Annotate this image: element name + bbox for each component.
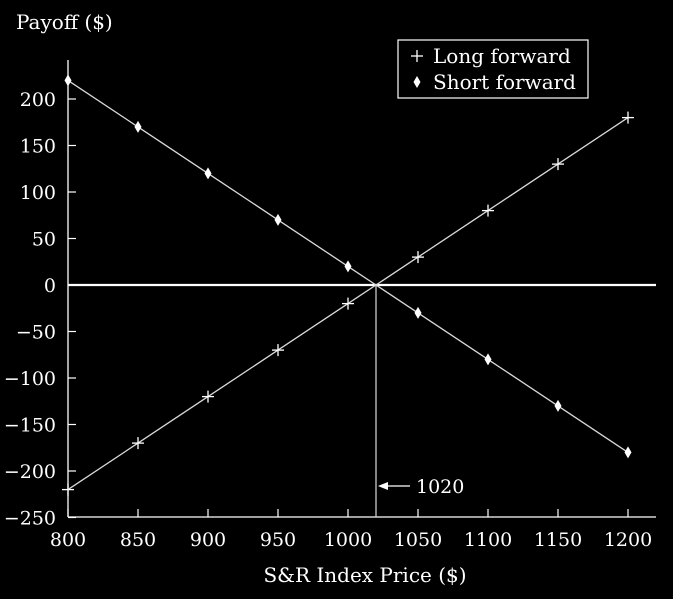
y-axis-title: Payoff ($) (16, 10, 113, 34)
y-tick-label: −200 (4, 461, 56, 483)
y-tick-label: −50 (16, 322, 56, 344)
point-long-forward-1100 (482, 204, 494, 217)
legend-label-long-forward: Long forward (433, 44, 571, 68)
legend: Long forward Short forward (397, 39, 589, 99)
y-tick-label: −250 (4, 508, 56, 530)
y-tick-label: 50 (32, 229, 56, 251)
point-short-forward-950 (274, 213, 282, 226)
x-tick-label: 800 (50, 529, 86, 551)
legend-marker-short-forward (413, 76, 421, 88)
y-tick-label: 200 (20, 89, 56, 111)
legend-box (397, 39, 589, 99)
point-short-forward-1200 (624, 446, 632, 459)
legend-marker-long-forward (411, 50, 423, 62)
x-tick-label: 1000 (324, 529, 372, 551)
x-tick-label: 1200 (604, 529, 652, 551)
point-short-forward-1000 (344, 260, 352, 273)
x-axis-title: S&R Index Price ($) (263, 563, 466, 587)
point-short-forward-1050 (414, 306, 422, 319)
point-long-forward-1200 (622, 111, 634, 124)
y-tick-label: 0 (44, 275, 56, 297)
legend-diamond-marker (413, 76, 421, 88)
point-long-forward-1000 (342, 297, 354, 310)
y-tick-label: −150 (4, 415, 56, 437)
y-tick-label: −100 (4, 368, 56, 390)
point-short-forward-1150 (554, 399, 562, 412)
y-tick-label: 150 (20, 136, 56, 158)
point-long-forward-800 (62, 483, 74, 496)
y-tick-label: 100 (20, 182, 56, 204)
series-layer (62, 74, 634, 496)
annotation-label: 1020 (416, 476, 464, 498)
x-tick-label: 1150 (534, 529, 582, 551)
point-long-forward-900 (202, 390, 214, 403)
point-short-forward-900 (204, 167, 212, 180)
point-long-forward-1050 (412, 251, 424, 264)
point-short-forward-850 (134, 120, 142, 133)
x-tick-label: 900 (190, 529, 226, 551)
x-tick-label: 1100 (464, 529, 512, 551)
x-tick-label: 850 (120, 529, 156, 551)
legend-label-short-forward: Short forward (433, 70, 576, 94)
annotation-arrowhead (378, 482, 388, 490)
point-long-forward-1150 (552, 158, 564, 171)
point-long-forward-850 (132, 437, 144, 450)
point-short-forward-1100 (484, 353, 492, 366)
point-short-forward-800 (64, 74, 72, 87)
point-long-forward-950 (272, 344, 284, 357)
x-tick-label: 1050 (394, 529, 442, 551)
x-tick-label: 950 (260, 529, 296, 551)
legend-plus-marker (411, 50, 423, 62)
annotation-1020: 1020 (375, 285, 464, 517)
